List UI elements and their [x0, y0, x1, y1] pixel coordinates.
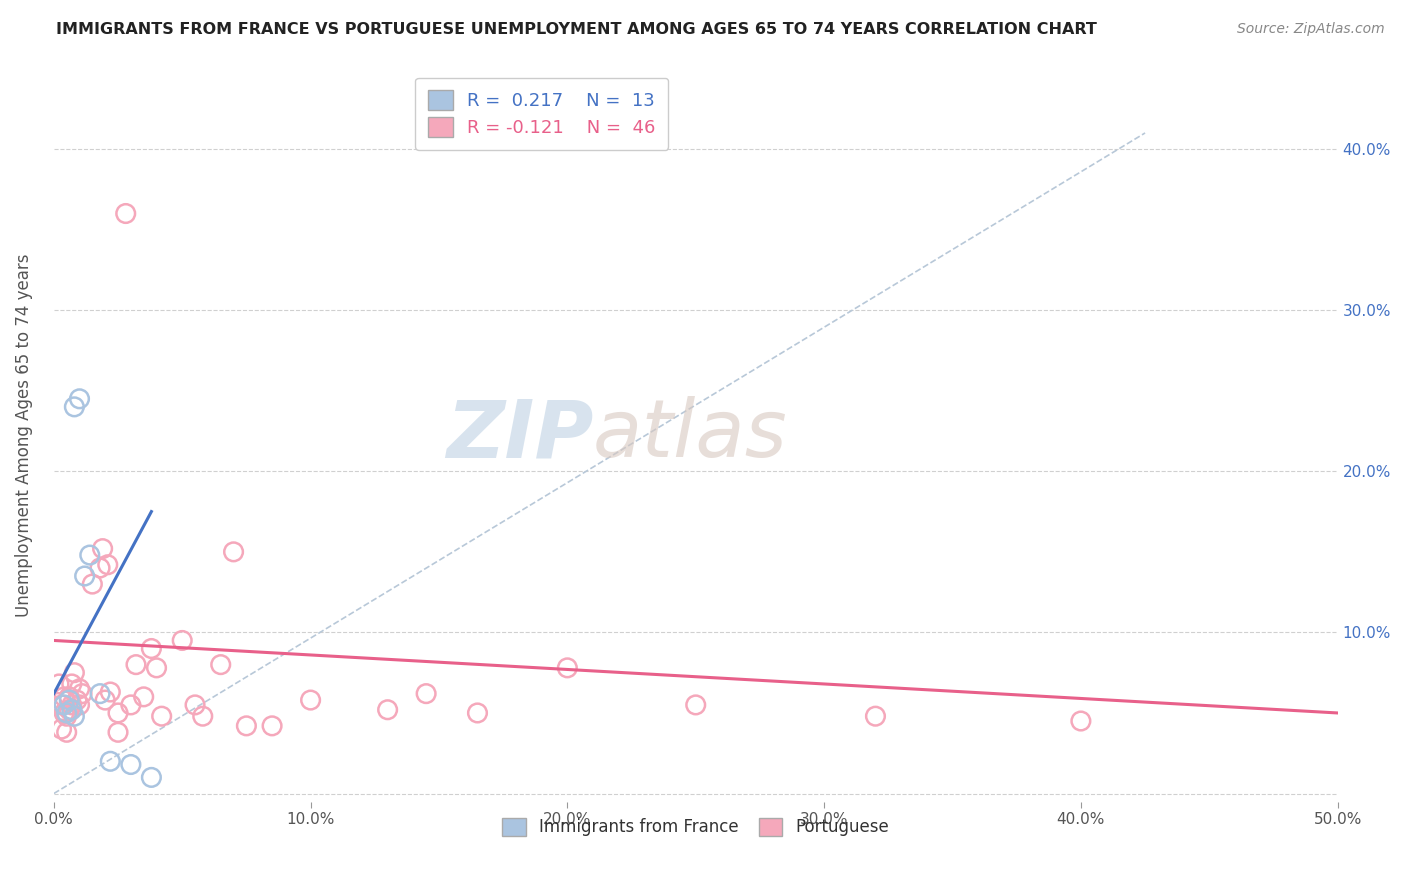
Point [191, 709, 214, 723]
Point [150, 709, 173, 723]
Point [1070, 714, 1092, 728]
Point [73, 569, 96, 583]
Point [79, 548, 101, 562]
Point [89, 561, 111, 575]
Point [60, 677, 83, 691]
Point [141, 771, 163, 785]
Text: atlas: atlas [593, 396, 787, 474]
Point [222, 545, 245, 559]
Point [60, 698, 83, 712]
Text: IMMIGRANTS FROM FRANCE VS PORTUGUESE UNEMPLOYMENT AMONG AGES 65 TO 74 YEARS CORR: IMMIGRANTS FROM FRANCE VS PORTUGUESE UNE… [56, 22, 1097, 37]
Point [141, 641, 163, 656]
Point [125, 657, 148, 672]
Point [51, 722, 73, 736]
Point [262, 719, 284, 733]
Point [184, 698, 207, 712]
Text: Source: ZipAtlas.com: Source: ZipAtlas.com [1237, 22, 1385, 37]
Point [53, 690, 76, 704]
Point [685, 698, 707, 712]
Point [58, 693, 80, 707]
Point [120, 757, 142, 772]
Legend: Immigrants from France, Portuguese: Immigrants from France, Portuguese [494, 809, 897, 845]
Point [69, 392, 91, 406]
Point [91, 541, 114, 556]
Point [53, 706, 76, 720]
Point [114, 206, 136, 220]
Point [60, 703, 83, 717]
Point [107, 706, 129, 720]
Point [55, 706, 77, 720]
Point [89, 687, 111, 701]
Point [63, 709, 86, 723]
Point [48, 677, 70, 691]
Point [58, 690, 80, 704]
Point [172, 633, 194, 648]
Point [299, 693, 322, 707]
Point [58, 703, 80, 717]
Point [70, 687, 93, 701]
Point [98, 754, 121, 768]
Point [98, 685, 121, 699]
Point [377, 703, 399, 717]
Point [55, 725, 77, 739]
Point [107, 725, 129, 739]
Point [66, 693, 89, 707]
Point [415, 687, 437, 701]
Point [132, 690, 155, 704]
Point [865, 709, 887, 723]
Point [467, 706, 489, 720]
Point [97, 558, 120, 572]
Point [557, 661, 579, 675]
Point [63, 400, 86, 414]
Point [120, 698, 142, 712]
Point [94, 693, 117, 707]
Point [63, 665, 86, 680]
Point [69, 698, 91, 712]
Point [51, 698, 73, 712]
Text: ZIP: ZIP [446, 396, 593, 474]
Point [235, 719, 257, 733]
Point [69, 681, 91, 696]
Point [82, 577, 104, 591]
Y-axis label: Unemployment Among Ages 65 to 74 years: Unemployment Among Ages 65 to 74 years [15, 253, 32, 616]
Point [55, 709, 77, 723]
Point [145, 661, 167, 675]
Point [209, 657, 232, 672]
Point [53, 698, 76, 712]
